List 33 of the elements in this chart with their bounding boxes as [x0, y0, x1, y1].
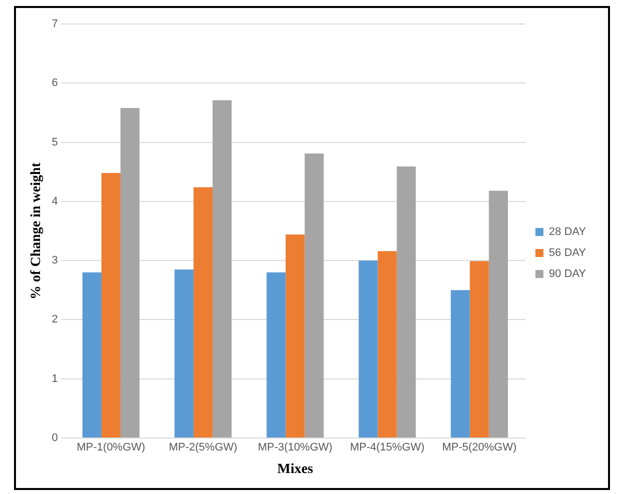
x-tick-label: MP-4(15%GW) [350, 442, 425, 454]
y-tick-label: 4 [52, 195, 58, 208]
x-tick-label: MP-5(20%GW) [442, 442, 517, 454]
y-tick-label: 5 [52, 136, 58, 148]
y-tick-label: 2 [52, 314, 58, 326]
bar [212, 100, 232, 438]
legend-label: 28 DAY [548, 226, 587, 238]
bar [358, 260, 378, 438]
bar [174, 269, 194, 438]
x-tick-label: MP-3(10%GW) [258, 442, 332, 454]
bar [396, 166, 416, 438]
bar [286, 234, 305, 438]
bar [82, 272, 102, 438]
bar [194, 187, 213, 438]
y-tick-label: 7 [52, 18, 58, 30]
bar [101, 173, 120, 438]
x-tick-label: MP-1(0%GW) [76, 442, 146, 454]
bar [304, 154, 324, 438]
bar [378, 251, 397, 438]
y-tick-label: 0 [52, 432, 58, 444]
bar [266, 272, 286, 438]
x-axis-title: Mixes [277, 462, 314, 478]
bar [488, 190, 508, 438]
bar [470, 261, 489, 438]
y-tick-label: 3 [52, 254, 58, 267]
legend-label: 56 DAY [548, 247, 587, 260]
y-axis-title: % of Change in weight [29, 162, 44, 300]
y-tick-label: 6 [52, 77, 58, 90]
y-tick-label: 1 [52, 372, 58, 385]
bar [450, 290, 470, 438]
x-tick-label: MP-2(5%GW) [168, 442, 238, 454]
bar [120, 108, 140, 438]
legend-label: 90 DAY [548, 268, 587, 280]
